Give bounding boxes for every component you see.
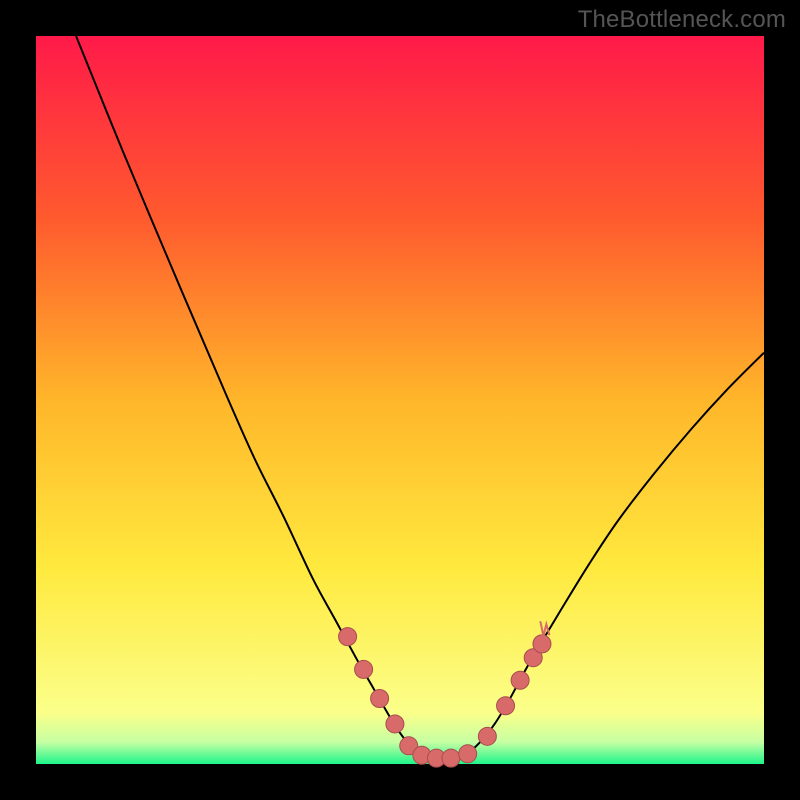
watermark-label: TheBottleneck.com	[578, 6, 786, 34]
chart-plot-area	[36, 36, 764, 764]
